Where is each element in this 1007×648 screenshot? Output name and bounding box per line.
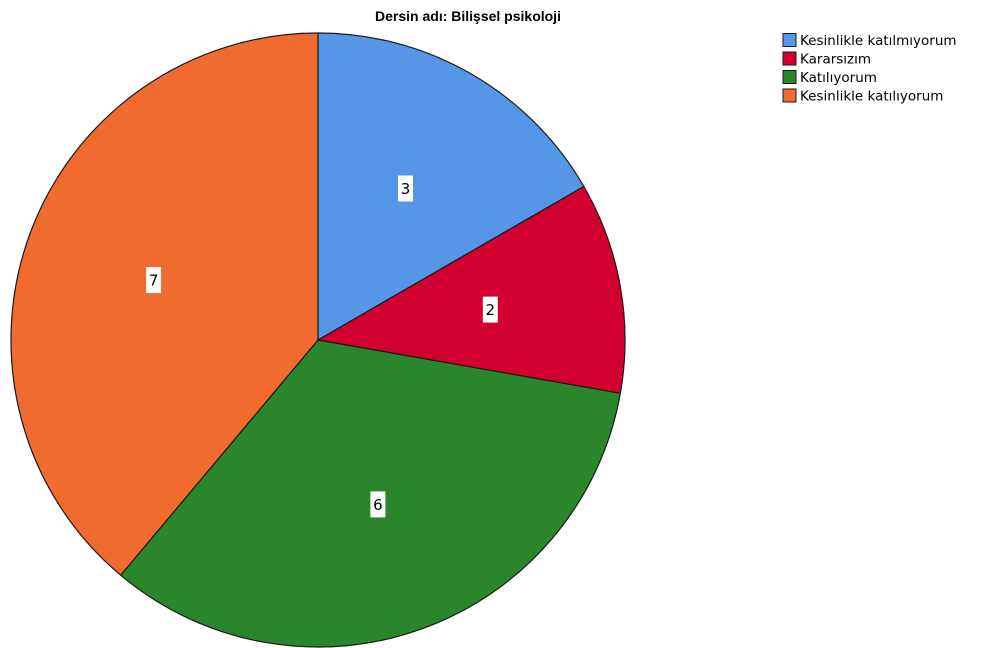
data-label-value: 7 — [149, 272, 159, 290]
data-label-katiliyorum: 6 — [370, 491, 386, 518]
legend-label: Kararsızım — [800, 52, 871, 68]
data-label-box — [482, 296, 498, 323]
data-label-kararsizim: 2 — [482, 296, 498, 323]
pie-slice-kararsizim — [317, 185, 626, 394]
data-label-value: 3 — [401, 180, 411, 198]
legend-label: Katılıyorum — [800, 70, 877, 86]
legend-swatch — [782, 33, 797, 47]
data-label-value: 2 — [486, 301, 496, 319]
pie-slice-kesinlikle-katilmiyorum — [317, 32, 585, 341]
data-label-box — [146, 267, 162, 294]
legend-item-kesinlikle-katilmiyorum: Kesinlikle katılmıyorum — [782, 33, 957, 49]
data-label-box — [370, 491, 386, 518]
data-label-value: 6 — [373, 496, 383, 514]
pie-slices — [10, 32, 626, 648]
legend-item-kararsizim: Kararsızım — [782, 51, 871, 68]
legend-swatch — [782, 70, 797, 84]
legend: Kesinlikle katılmıyorum Kararsızım Katılıy… — [782, 33, 957, 105]
legend-swatch — [782, 88, 797, 103]
chart-title: Dersin adı: Bilişsel psikoloji — [375, 8, 561, 24]
legend-item-katiliyorum: Katılıyorum — [782, 70, 877, 86]
data-label-box — [398, 175, 413, 202]
legend-item-kesinlikle-katiliyorum: Kesinlikle katılıyorum — [782, 88, 943, 105]
pie-slice-kesinlikle-katiliyorum — [10, 32, 319, 576]
data-label-kesinlikle-katilmiyorum: 3 — [398, 175, 413, 202]
legend-label: Kesinlikle katılıyorum — [800, 89, 943, 105]
legend-swatch — [782, 51, 797, 66]
data-label-kesinlikle-katiliyorum: 7 — [146, 267, 162, 294]
pie-data-labels: 3 2 6 7 — [146, 175, 498, 518]
legend-label: Kesinlikle katılmıyorum — [800, 33, 957, 49]
